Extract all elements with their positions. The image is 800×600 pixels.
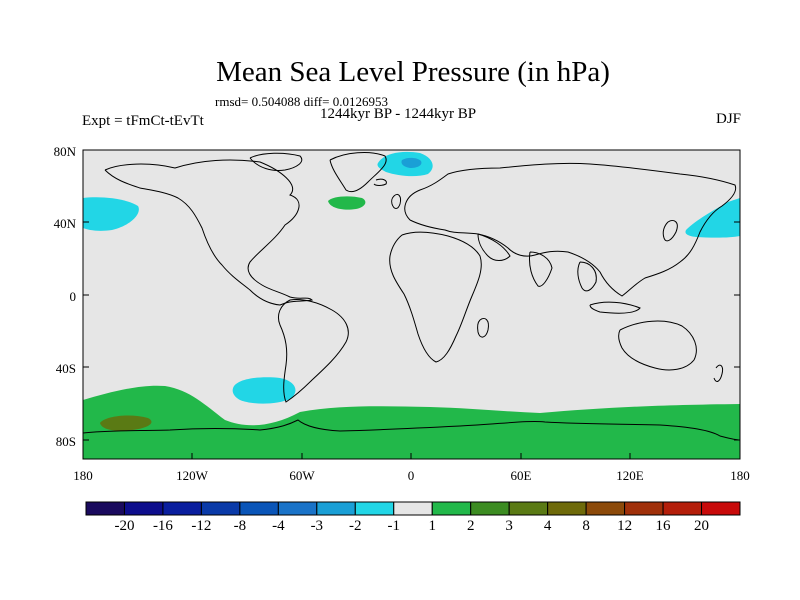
colorbar-label: 4 <box>543 518 552 534</box>
lat-ticks <box>83 149 740 441</box>
contour-positive-southern-ocean <box>83 385 740 459</box>
lon-label-60e: 60E <box>510 468 532 483</box>
colorbar-swatch <box>200 501 241 516</box>
colorbar-label: -4 <box>272 518 285 534</box>
colorbar-swatch <box>624 501 664 516</box>
lat-label-0: 0 <box>69 289 77 304</box>
colorbar-swatch <box>162 501 202 516</box>
lon-ticks <box>191 453 631 459</box>
colorbar-label: 16 <box>655 518 671 534</box>
colorbar-swatch <box>508 501 549 516</box>
colorbar-label: -3 <box>310 518 324 534</box>
map-title: Mean Sea Level Pressure (in hPa) <box>216 56 610 88</box>
period-text: 1244kyr BP - 1244kyr BP <box>320 106 477 122</box>
season-label: DJF <box>715 111 741 127</box>
colorbar-label: -16 <box>152 518 173 534</box>
colorbar-swatch <box>85 501 125 516</box>
colorbar-label: 8 <box>582 518 590 534</box>
colorbar-label: 2 <box>466 518 475 534</box>
contour-negative-south-pacific <box>232 377 296 404</box>
lat-label-40n: 40N <box>53 216 76 231</box>
colorbar-swatch <box>277 501 318 516</box>
lon-label-180e: 180 <box>730 468 750 483</box>
colorbar-label: -20 <box>114 518 135 534</box>
lon-label-180w: 180 <box>73 468 93 483</box>
experiment-label: Expt = tFmCt-tEvTt <box>82 113 204 129</box>
contour-positive-high-patch <box>100 415 152 431</box>
colorbar-swatch <box>239 501 279 516</box>
lon-label-0: 0 <box>407 468 415 483</box>
colorbar-label: -12 <box>191 518 212 534</box>
colorbar-label: -2 <box>349 518 362 534</box>
rmsd-diff-text: rmsd= 0.504088 diff= 0.0126953 <box>215 94 388 109</box>
colorbar-swatch <box>123 501 164 516</box>
colorbar-swatch <box>585 501 626 516</box>
contour-negative-north-pacific-east <box>83 197 139 231</box>
colorbar-swatch <box>470 501 510 516</box>
lon-label-60w: 60W <box>289 468 315 483</box>
contour-positive-north-atlantic <box>328 196 366 210</box>
coastlines <box>83 152 740 441</box>
colorbar-swatch <box>316 501 356 516</box>
lon-label-120e: 120E <box>616 468 644 483</box>
lon-label-120w: 120W <box>176 468 208 483</box>
contour-negative-north-pacific-west <box>685 198 740 238</box>
colorbar-swatch <box>354 501 395 516</box>
colorbar-label: 20 <box>694 518 710 534</box>
colorbar-swatch <box>701 501 741 516</box>
colorbar-swatch <box>393 501 433 516</box>
colorbar-label: 12 <box>617 518 633 534</box>
lat-label-80s: 80S <box>55 434 76 449</box>
lat-label-80n: 80N <box>53 144 76 159</box>
colorbar-label: 1 <box>428 518 436 534</box>
colorbar-label: 3 <box>505 518 513 534</box>
colorbar-label: -8 <box>233 518 247 534</box>
colorbar-swatch <box>662 501 703 516</box>
contour-negative-iceland-core <box>401 157 422 168</box>
colorbar-swatch <box>431 501 472 516</box>
colorbar-swatch <box>547 501 587 516</box>
colorbar-label: -1 <box>387 518 401 534</box>
lat-label-40s: 40S <box>55 361 76 376</box>
